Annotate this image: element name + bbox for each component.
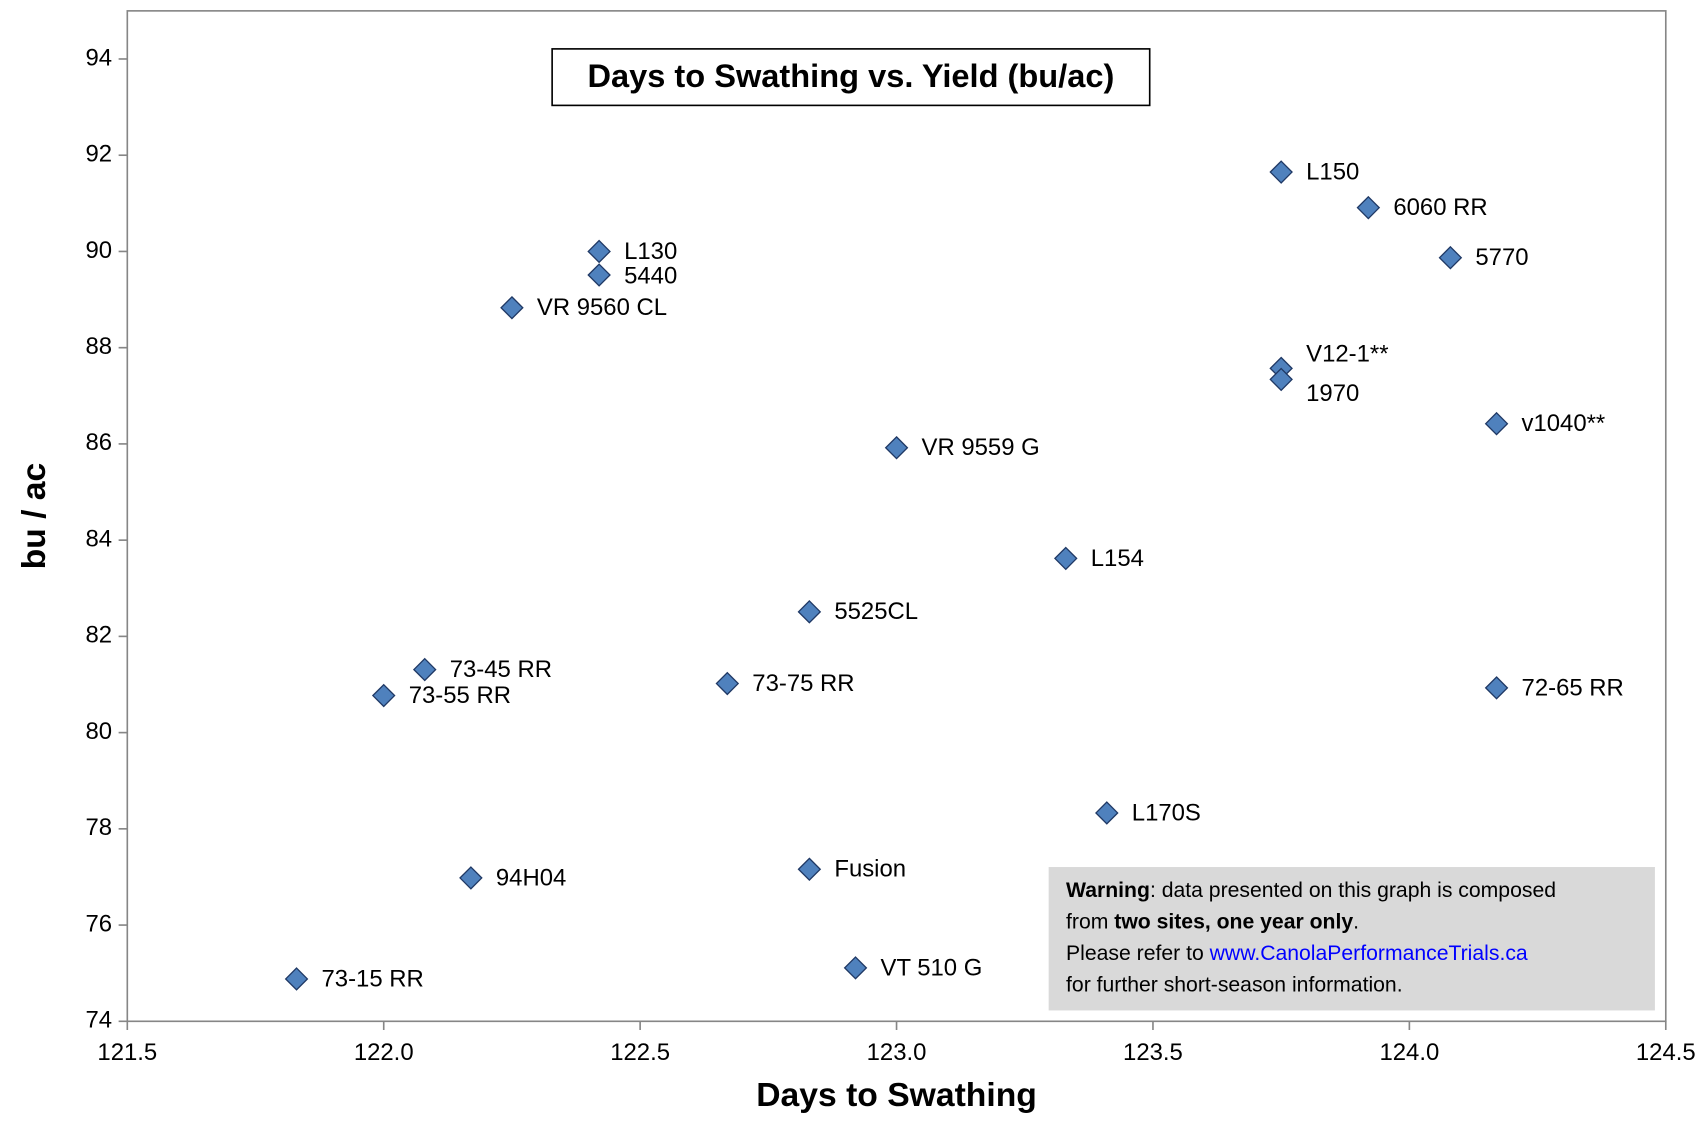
point-label: VR 9560 CL	[537, 294, 667, 321]
point	[1484, 676, 1509, 700]
warning-box	[1048, 867, 1655, 1011]
x-tick-label: 123.5	[1123, 1039, 1183, 1066]
y-axis-title: bu / ac	[16, 463, 53, 570]
warning-segment: : data presented on this graph is compos…	[1150, 879, 1556, 902]
point	[797, 600, 822, 624]
x-tick-label: 124.5	[1636, 1039, 1696, 1066]
title-box	[551, 48, 1151, 107]
point	[843, 956, 868, 980]
point	[1053, 546, 1078, 571]
point	[1356, 195, 1381, 220]
y-tick-label: 94	[86, 44, 113, 71]
point-label: V12-1**	[1306, 341, 1388, 368]
warning-link: www.CanolaPerformanceTrials.ca	[1209, 942, 1528, 965]
y-tick-label: 80	[86, 718, 113, 745]
point	[1269, 367, 1293, 392]
point-label: 72-65 RR	[1522, 674, 1624, 701]
point-label: 73-15 RR	[322, 965, 424, 992]
chart-title: Days to Swathing vs. Yield (bu/ac)	[588, 57, 1115, 94]
x-tick-label: 122.5	[610, 1039, 670, 1066]
point-label: Fusion	[834, 856, 906, 883]
point	[500, 295, 524, 320]
point-label: L150	[1306, 158, 1359, 185]
point-label: 73-55 RR	[409, 682, 511, 709]
warning-segment: two sites, one year only	[1114, 910, 1353, 933]
warning-segment: from	[1066, 910, 1114, 933]
point	[459, 866, 483, 890]
point-label: L130	[624, 238, 677, 265]
point	[1484, 411, 1509, 436]
y-tick-label: 86	[86, 429, 113, 456]
y-tick-label: 88	[86, 333, 113, 360]
warning-text: Please refer to www.CanolaPerformanceTri…	[1066, 942, 1528, 965]
point-label: L170S	[1132, 799, 1201, 826]
y-tick-label: 82	[86, 622, 113, 649]
point-label: L154	[1091, 545, 1144, 572]
point-label: 5440	[624, 263, 677, 290]
x-tick-label: 122.0	[354, 1039, 414, 1066]
point	[587, 263, 611, 287]
y-tick-label: 78	[86, 814, 113, 841]
x-tick-label: 123.0	[867, 1039, 927, 1066]
warning-text: from two sites, one year only.	[1066, 910, 1359, 933]
point	[412, 657, 437, 682]
point-label: 94H04	[496, 864, 566, 891]
y-tick-label: 76	[86, 910, 113, 937]
point-label: 73-45 RR	[450, 656, 552, 683]
y-tick-label: 74	[86, 1007, 113, 1034]
x-tick-label: 121.5	[97, 1039, 157, 1066]
warning-text: for further short-season information.	[1066, 973, 1403, 996]
point-label: 6060 RR	[1393, 194, 1487, 221]
point	[715, 671, 740, 696]
point-label: 5525CL	[834, 598, 918, 625]
point-label: VR 9559 G	[922, 434, 1040, 461]
x-axis-title: Days to Swathing	[756, 1077, 1037, 1114]
warning-text: Warning: data presented on this graph is…	[1066, 879, 1556, 902]
warning-segment: Warning	[1066, 879, 1150, 902]
y-tick-label: 92	[86, 141, 113, 168]
point	[371, 683, 396, 708]
point-label: VT 510 G	[881, 954, 983, 981]
point-label: 73-75 RR	[752, 670, 854, 697]
warning-segment: Please refer to	[1066, 942, 1210, 965]
y-tick-label: 90	[86, 237, 113, 264]
point	[587, 239, 611, 264]
point	[1095, 801, 1119, 825]
point-label: v1040**	[1522, 410, 1606, 437]
warning-segment: .	[1353, 910, 1359, 933]
point	[797, 857, 822, 882]
point	[284, 967, 309, 991]
y-tick-label: 84	[86, 525, 113, 552]
point	[1269, 160, 1293, 184]
x-tick-label: 124.0	[1379, 1039, 1439, 1066]
point	[884, 435, 909, 460]
warning-segment: for further short-season information.	[1066, 973, 1403, 996]
point-label: 5770	[1475, 244, 1528, 271]
point	[1438, 245, 1463, 270]
point-label: 1970	[1306, 380, 1359, 407]
